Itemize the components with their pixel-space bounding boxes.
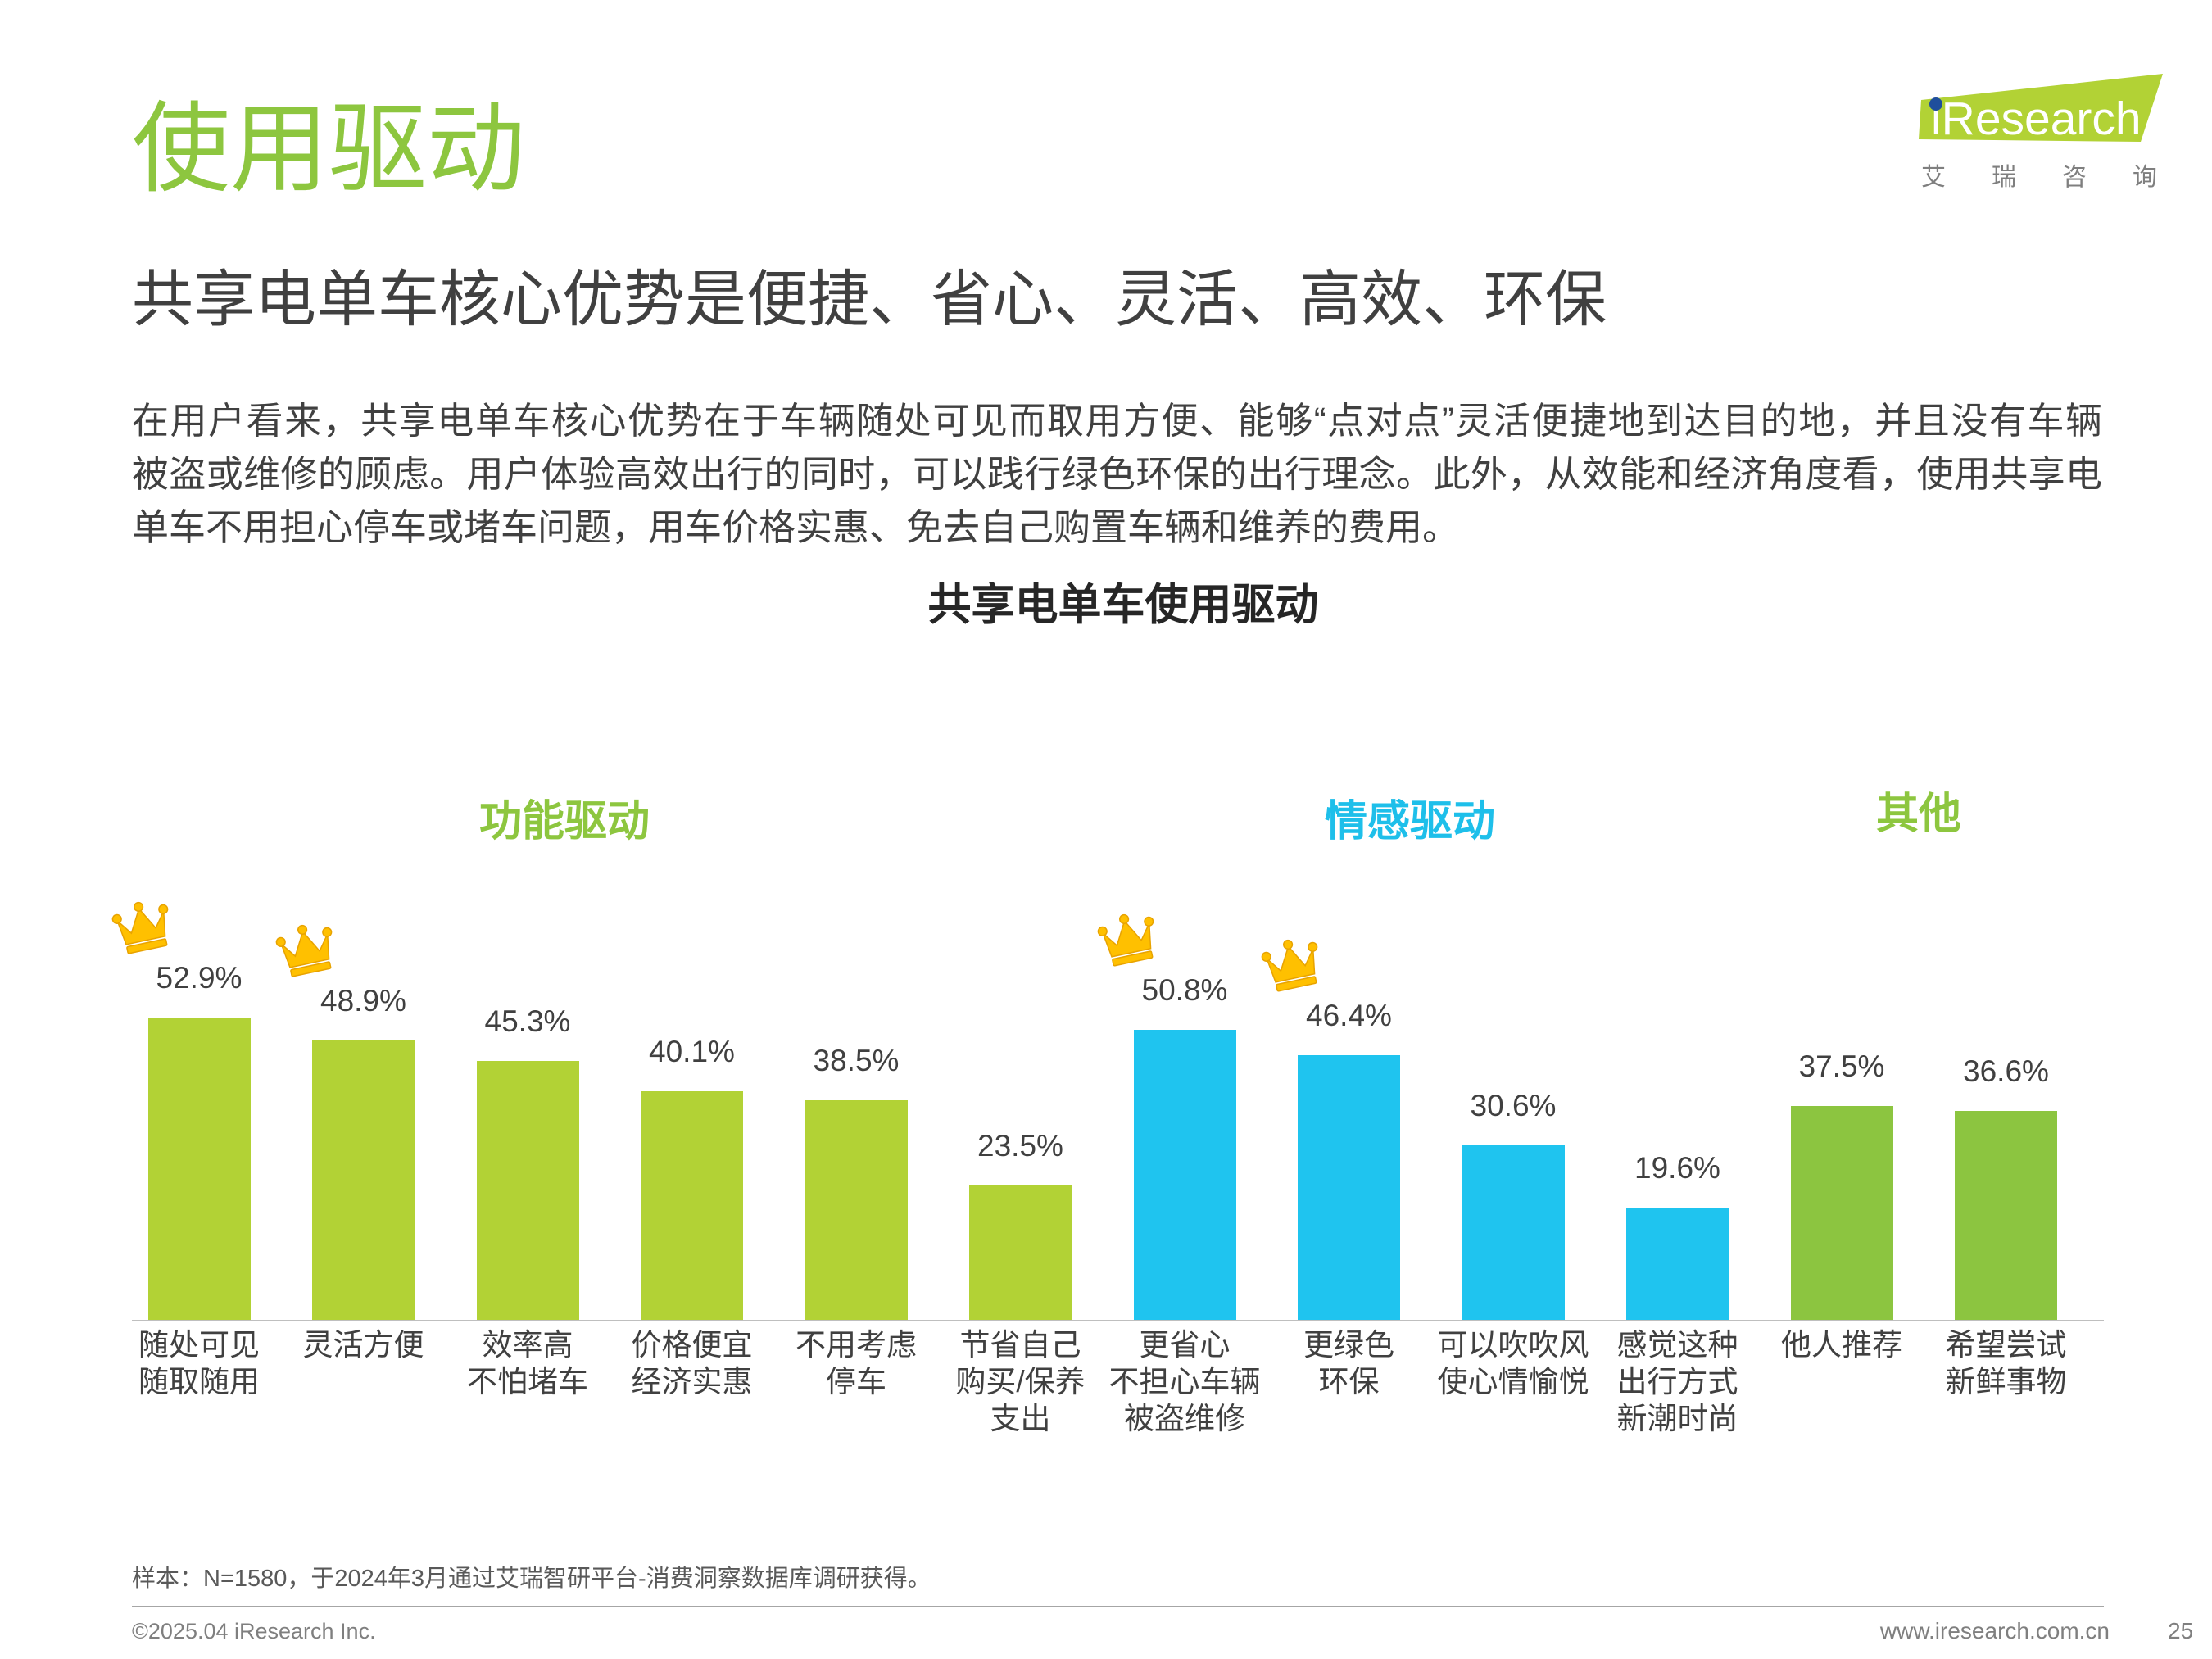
copyright-text: ©2025.04 iResearch Inc. <box>132 1619 376 1643</box>
group-label-other: 其他 <box>1875 791 1962 838</box>
logo-wordmark: iResearch <box>1931 93 2142 145</box>
page-number: 25 <box>2168 1618 2194 1643</box>
intro-line: 单车不用担心停车或堵车问题，用车价格实惠、免去自己购置车辆和维养的费用。 <box>132 506 1460 548</box>
bar <box>969 1185 1072 1320</box>
bar <box>147 1018 251 1320</box>
value-label: 48.9% <box>320 984 406 1018</box>
crown-icon <box>1090 901 1164 975</box>
bar <box>1462 1145 1565 1320</box>
bar <box>1626 1208 1729 1320</box>
intro-line: 被盗或维修的顾虑。用户体验高效出行的同时，可以践行绿色环保的出行理念。此外，从效… <box>132 453 2102 495</box>
category-label: 节省自己 购买/保养 支出 <box>955 1328 1086 1435</box>
bar <box>476 1061 579 1320</box>
value-label: 38.5% <box>813 1043 900 1077</box>
page-title: 使用驱动 <box>132 94 525 204</box>
bar <box>1955 1110 2057 1320</box>
category-label: 他人推荐 <box>1781 1328 1902 1362</box>
intro-paragraph: 在用户看来，共享电单车核心优势在于车辆随处可见而取用方便、能够“点对点”灵活便捷… <box>132 394 2102 554</box>
bar <box>312 1040 415 1320</box>
iresearch-logo: iResearch 艾瑞咨询 <box>1909 66 2187 197</box>
chart-title: 共享电单车使用驱动 <box>927 581 1319 629</box>
value-label: 37.5% <box>1798 1049 1885 1083</box>
bar <box>1790 1105 1893 1320</box>
value-label: 40.1% <box>649 1034 735 1068</box>
value-label: 19.6% <box>1634 1151 1720 1185</box>
category-label: 灵活方便 <box>302 1328 424 1362</box>
value-label: 30.6% <box>1470 1088 1557 1122</box>
website-text: www.iresearch.com.cn <box>1879 1618 2110 1643</box>
logo-dot-icon <box>1929 97 1942 111</box>
crown-icon <box>1255 927 1329 1000</box>
category-label: 随处可见 随取随用 <box>138 1328 260 1398</box>
category-label: 效率高 不怕堵车 <box>467 1328 588 1398</box>
intro-line: 在用户看来，共享电单车核心优势在于车辆随处可见而取用方便、能够“点对点”灵活便捷… <box>132 400 2102 442</box>
value-label: 45.3% <box>484 1004 571 1039</box>
crown-icon <box>270 912 343 986</box>
value-label: 23.5% <box>977 1129 1063 1163</box>
category-label: 希望尝试 新鲜事物 <box>1945 1328 2067 1398</box>
bar <box>641 1090 743 1320</box>
sample-footnote: 样本：N=1580，于2024年3月通过艾瑞智研平台-消费洞察数据库调研获得。 <box>132 1566 931 1592</box>
logo-badge-shape <box>1919 74 2163 142</box>
bar <box>1133 1029 1236 1320</box>
crown-icon <box>105 889 179 963</box>
category-label: 可以吹吹风 使心情愉悦 <box>1437 1328 1589 1398</box>
group-label-functional: 功能驱动 <box>478 798 650 845</box>
bar <box>805 1099 908 1320</box>
category-label: 更绿色 环保 <box>1303 1328 1394 1398</box>
category-label: 价格便宜 经济实惠 <box>631 1328 753 1398</box>
value-label: 52.9% <box>156 961 243 995</box>
logo-tagline: 艾瑞咨询 <box>1921 164 2203 191</box>
value-label: 50.8% <box>1141 972 1228 1007</box>
group-label-emotional: 情感驱动 <box>1324 798 1496 845</box>
bar <box>1298 1054 1400 1320</box>
footer-divider <box>132 1606 2104 1607</box>
x-axis-line <box>132 1320 2104 1321</box>
category-label: 感觉这种 出行方式 新潮时尚 <box>1616 1328 1738 1435</box>
category-label: 更省心 不担心车辆 被盗维修 <box>1108 1328 1261 1435</box>
value-label: 46.4% <box>1306 998 1392 1032</box>
page-subtitle: 共享电单车核心优势是便捷、省心、灵活、高效、环保 <box>132 265 1607 333</box>
value-label: 36.6% <box>1963 1054 2049 1088</box>
category-label: 不用考虑 停车 <box>796 1328 917 1398</box>
